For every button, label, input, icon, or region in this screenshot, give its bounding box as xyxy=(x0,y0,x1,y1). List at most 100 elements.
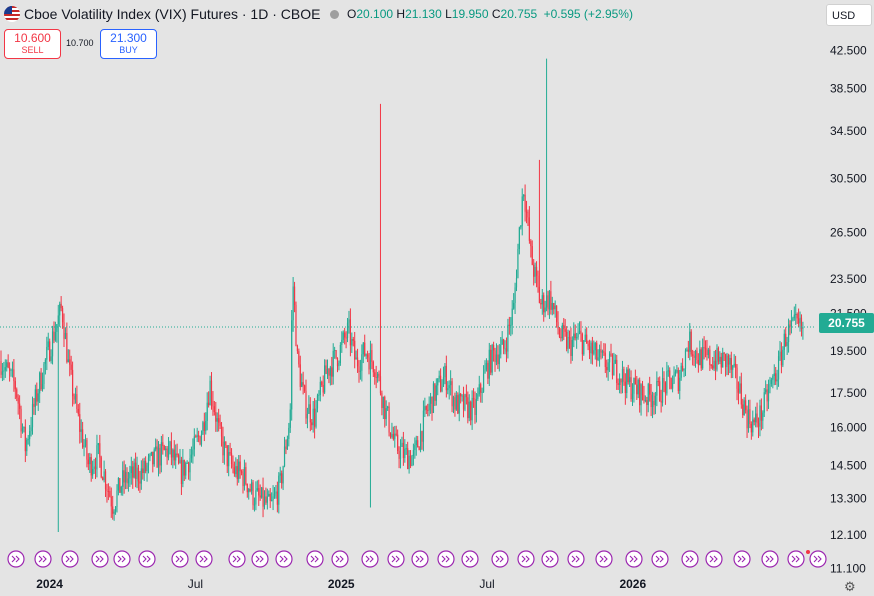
candle-body xyxy=(130,466,132,474)
candle-body xyxy=(56,324,58,332)
candle-body xyxy=(232,464,234,468)
candle-body xyxy=(170,441,173,458)
candle-body xyxy=(627,369,629,383)
candle-body xyxy=(21,428,24,432)
candle-body xyxy=(494,350,496,363)
candle-body xyxy=(650,394,652,407)
candle-body xyxy=(66,333,68,363)
candle-body xyxy=(64,333,67,339)
candle-body xyxy=(385,408,387,420)
candle-body xyxy=(179,459,181,464)
candle-body xyxy=(574,333,576,339)
candle-body xyxy=(444,365,446,378)
candle-body xyxy=(268,493,270,497)
candle-body xyxy=(248,488,250,493)
candle-body xyxy=(597,357,599,360)
candle-body xyxy=(209,380,211,406)
candle-body xyxy=(541,295,543,305)
candle-body xyxy=(82,429,84,448)
buy-button[interactable]: 21.300 BUY xyxy=(100,29,157,59)
settings-gear-icon[interactable]: ⚙ xyxy=(844,579,856,594)
candle-body xyxy=(288,427,290,439)
candle-body xyxy=(19,403,21,409)
candle-body xyxy=(311,422,313,426)
candle-body xyxy=(620,378,622,383)
candle-body xyxy=(533,264,535,277)
candle-body xyxy=(429,396,432,404)
candle-body xyxy=(394,433,396,440)
currency-selector[interactable]: USD xyxy=(826,4,872,26)
candle-body xyxy=(392,433,394,440)
candle-body xyxy=(242,472,244,487)
candle-body xyxy=(745,400,747,411)
candle-body xyxy=(226,445,228,467)
candle-body xyxy=(570,337,572,356)
candle-body xyxy=(114,506,117,512)
candle-body xyxy=(366,354,369,358)
candle-body xyxy=(187,462,190,473)
candle-body xyxy=(634,377,636,385)
candle-body xyxy=(717,348,720,362)
candle-body xyxy=(491,344,493,373)
candle-body xyxy=(167,446,170,458)
candle-body xyxy=(647,384,649,406)
candle-body xyxy=(218,418,220,423)
candle-body xyxy=(261,487,263,498)
candle-body xyxy=(276,491,278,505)
candle-body xyxy=(680,365,682,378)
candle-body xyxy=(186,462,188,464)
candle-body xyxy=(527,211,529,218)
candle-body xyxy=(623,369,625,382)
candle-body xyxy=(250,482,253,492)
candle-body xyxy=(736,367,738,389)
candle-body xyxy=(696,350,698,360)
event-marker-icon xyxy=(61,550,79,568)
candle-body xyxy=(342,332,344,340)
symbol-title[interactable]: Cboe Volatility Index (VIX) Futures · 1D… xyxy=(24,6,321,22)
candle-body xyxy=(147,457,150,466)
candle-body xyxy=(450,381,452,386)
candle-body xyxy=(630,377,632,400)
high-label: H xyxy=(396,7,406,21)
candle-body xyxy=(39,372,41,394)
candle-body xyxy=(379,376,382,394)
candle-body xyxy=(344,332,346,338)
candle-body xyxy=(199,436,201,445)
candle-body xyxy=(306,413,309,419)
candle-body xyxy=(339,344,341,364)
candle-body xyxy=(369,350,372,370)
candle-body xyxy=(223,441,225,456)
candle-body xyxy=(676,370,678,372)
event-marker-icon xyxy=(195,550,213,568)
candle-body xyxy=(183,459,185,476)
sell-button[interactable]: 10.600 SELL xyxy=(4,29,61,59)
candle-body xyxy=(513,302,515,309)
candle-body xyxy=(132,466,134,478)
candle-body xyxy=(408,455,410,470)
candle-body xyxy=(716,348,718,370)
candle-body xyxy=(780,351,783,366)
candle-body xyxy=(796,313,798,319)
buy-label: BUY xyxy=(119,45,138,55)
candle-body xyxy=(285,446,287,450)
candle-body xyxy=(777,356,780,380)
candle-body xyxy=(583,340,585,355)
time-tick: Jul xyxy=(188,577,203,591)
candle-body xyxy=(548,291,551,310)
candle-body xyxy=(142,468,144,473)
candle-body xyxy=(724,353,727,368)
candle-body xyxy=(427,409,429,411)
candle-body xyxy=(641,384,644,396)
candle-body xyxy=(213,406,215,413)
candle-body xyxy=(100,457,102,478)
candle-body xyxy=(309,404,311,423)
candle-body xyxy=(756,413,758,424)
candle-body xyxy=(117,478,120,491)
candle-body xyxy=(133,462,135,478)
candle-body xyxy=(20,408,22,432)
candle-body xyxy=(326,368,329,374)
candle-body xyxy=(76,394,78,409)
event-marker-icon xyxy=(331,550,349,568)
candle-body xyxy=(127,478,130,484)
